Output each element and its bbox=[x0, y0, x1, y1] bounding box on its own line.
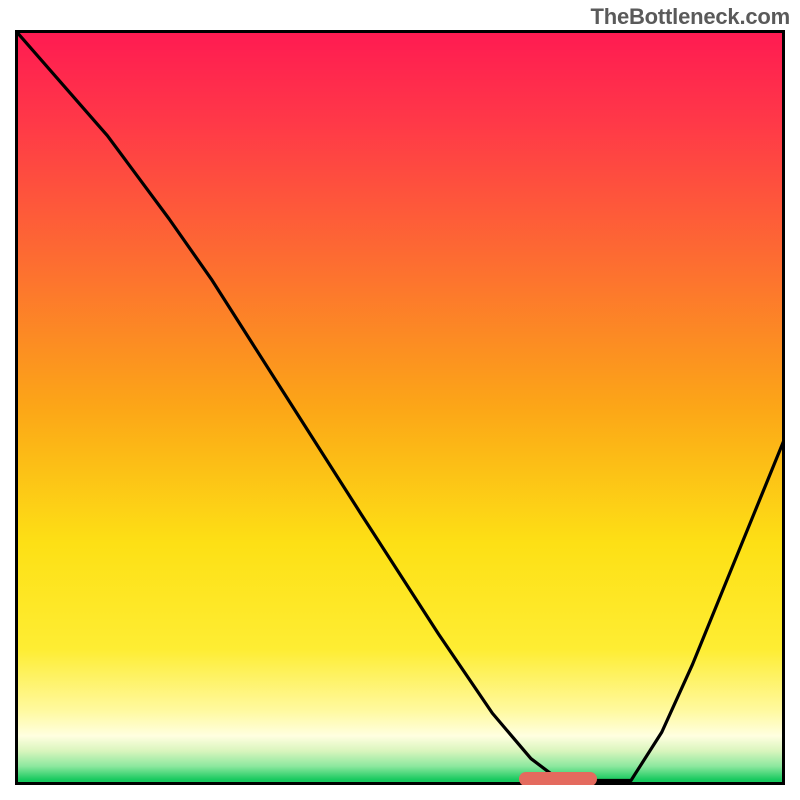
plot-area bbox=[15, 30, 785, 785]
optimal-marker bbox=[519, 772, 597, 785]
bottleneck-chart: TheBottleneck.com bbox=[0, 0, 800, 800]
watermark-text: TheBottleneck.com bbox=[590, 4, 790, 30]
plot-svg bbox=[15, 30, 785, 785]
